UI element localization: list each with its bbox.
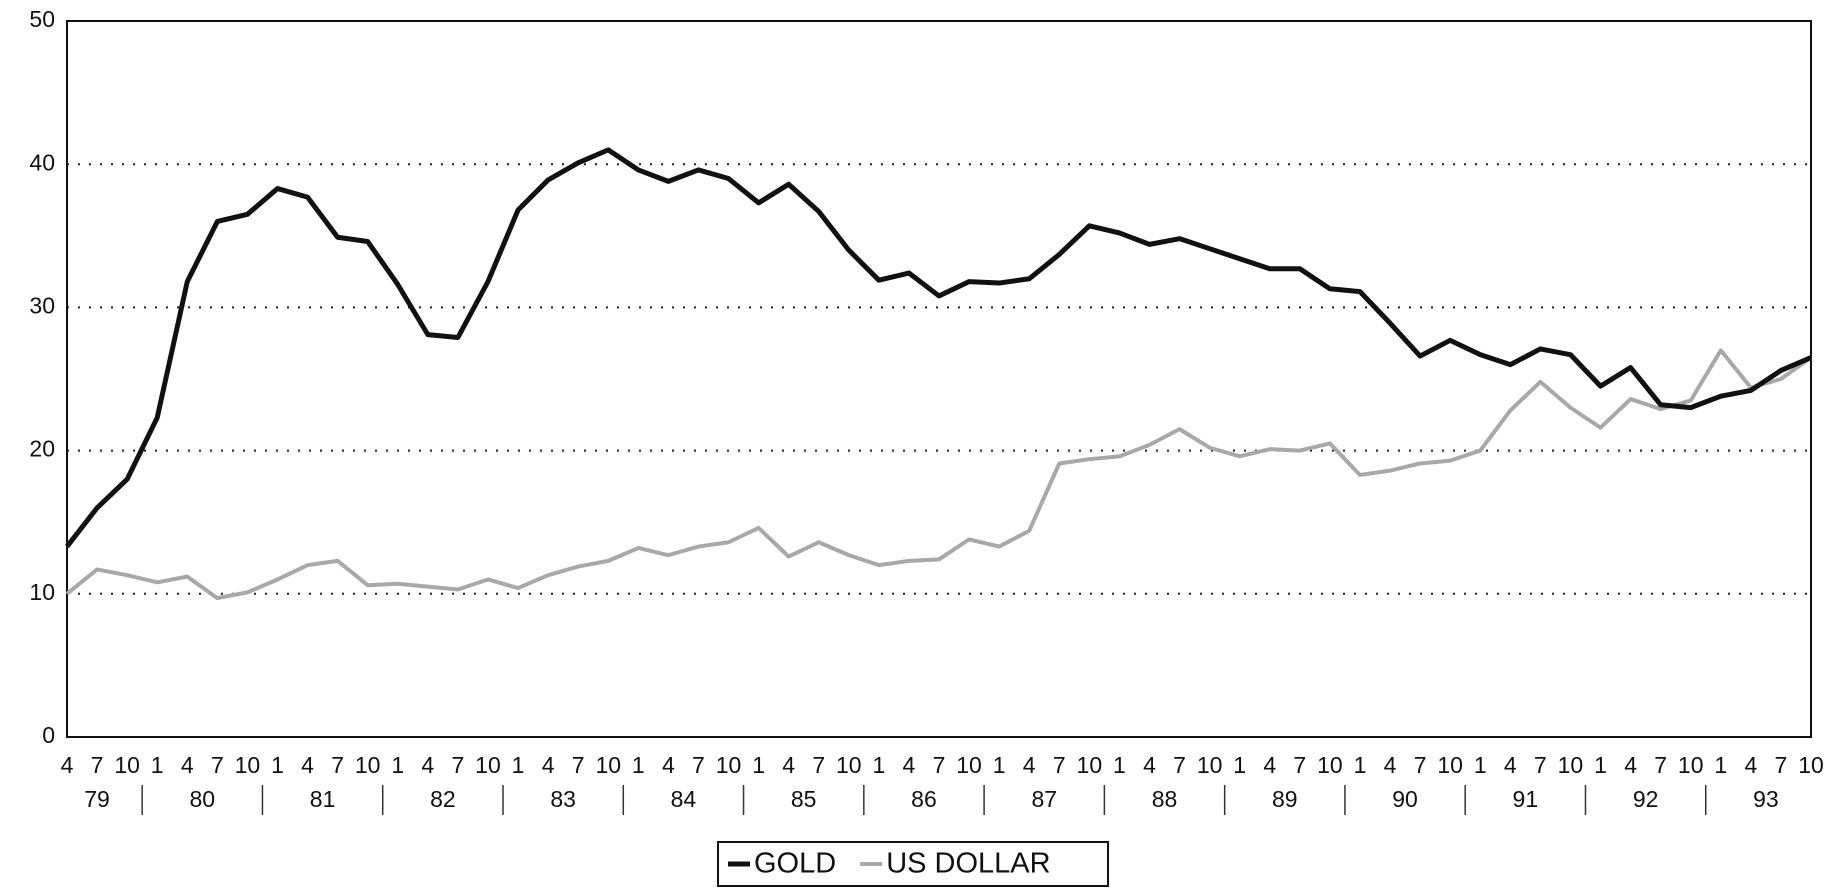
year-label: 87 [1031,786,1057,812]
x-tick-label: 4 [1744,752,1757,778]
x-tick-label: 4 [421,752,434,778]
x-tick-label: 1 [1233,752,1246,778]
x-tick-label: 4 [662,752,675,778]
x-tick-label: 7 [331,752,344,778]
year-label: 85 [791,786,817,812]
x-tick-label: 10 [1077,752,1103,778]
year-label: 80 [190,786,216,812]
y-tick-label: 20 [29,436,55,462]
x-tick-label: 10 [1317,752,1343,778]
x-tick-label: 1 [271,752,284,778]
year-label: 86 [911,786,937,812]
year-label: 93 [1753,786,1779,812]
x-tick-label: 7 [1414,752,1427,778]
x-tick-label: 7 [451,752,464,778]
x-tick-label: 4 [1263,752,1276,778]
x-tick-label: 10 [114,752,140,778]
y-tick-label: 10 [29,579,55,605]
x-tick-label: 7 [1654,752,1667,778]
year-label: 88 [1152,786,1178,812]
x-tick-label: 4 [301,752,314,778]
x-tick-label: 10 [1558,752,1584,778]
x-tick-label: 7 [91,752,104,778]
year-label: 89 [1272,786,1298,812]
legend-box [717,841,1109,887]
x-tick-label: 1 [151,752,164,778]
x-tick-label: 7 [692,752,705,778]
x-tick-label: 4 [1384,752,1397,778]
x-tick-label: 1 [1354,752,1367,778]
x-tick-label: 7 [812,752,825,778]
x-tick-label: 4 [1143,752,1156,778]
x-tick-label: 10 [355,752,381,778]
y-tick-label: 50 [29,6,55,32]
x-tick-label: 7 [1775,752,1788,778]
x-tick-label: 10 [716,752,742,778]
x-tick-label: 7 [211,752,224,778]
x-tick-label: 1 [391,752,404,778]
year-label: 82 [430,786,456,812]
x-tick-label: 7 [1534,752,1547,778]
legend-label: US DOLLAR [886,848,1050,880]
x-tick-label: 1 [993,752,1006,778]
x-tick-label: 10 [1678,752,1704,778]
year-label: 91 [1513,786,1539,812]
x-tick-label: 1 [1113,752,1126,778]
x-tick-label: 1 [1474,752,1487,778]
y-tick-label: 30 [29,292,55,318]
x-tick-label: 4 [903,752,916,778]
x-tick-label: 10 [475,752,501,778]
x-tick-label: 10 [595,752,621,778]
y-tick-label: 0 [42,722,55,748]
x-tick-label: 7 [1293,752,1306,778]
series-line [65,147,1812,549]
y-tick-label: 40 [29,149,55,175]
x-tick-label: 1 [1594,752,1607,778]
x-tick-label: 10 [1798,752,1824,778]
x-tick-label: 1 [1714,752,1727,778]
x-tick-label: 4 [61,752,74,778]
x-tick-label: 10 [1437,752,1463,778]
x-tick-label: 4 [782,752,795,778]
year-label: 83 [550,786,576,812]
x-tick-label: 4 [1624,752,1637,778]
x-tick-label: 1 [752,752,765,778]
x-tick-label: 4 [542,752,555,778]
x-tick-label: 4 [1023,752,1036,778]
x-tick-label: 1 [512,752,525,778]
x-tick-label: 10 [235,752,261,778]
x-tick-label: 1 [872,752,885,778]
x-tick-label: 4 [181,752,194,778]
year-label: 81 [310,786,336,812]
year-label: 92 [1633,786,1659,812]
plot-frame [66,20,1812,738]
year-label: 79 [84,786,110,812]
x-tick-label: 7 [1173,752,1186,778]
series-line [65,348,1813,601]
year-label: 90 [1392,786,1418,812]
legend-label: GOLD [754,848,836,880]
x-tick-label: 10 [1197,752,1223,778]
x-tick-label: 7 [933,752,946,778]
x-tick-label: 4 [1504,752,1517,778]
x-tick-label: 7 [1053,752,1066,778]
x-tick-label: 7 [572,752,585,778]
year-label: 84 [671,786,697,812]
x-tick-label: 10 [956,752,982,778]
x-tick-label: 1 [632,752,645,778]
x-tick-label: 10 [836,752,862,778]
